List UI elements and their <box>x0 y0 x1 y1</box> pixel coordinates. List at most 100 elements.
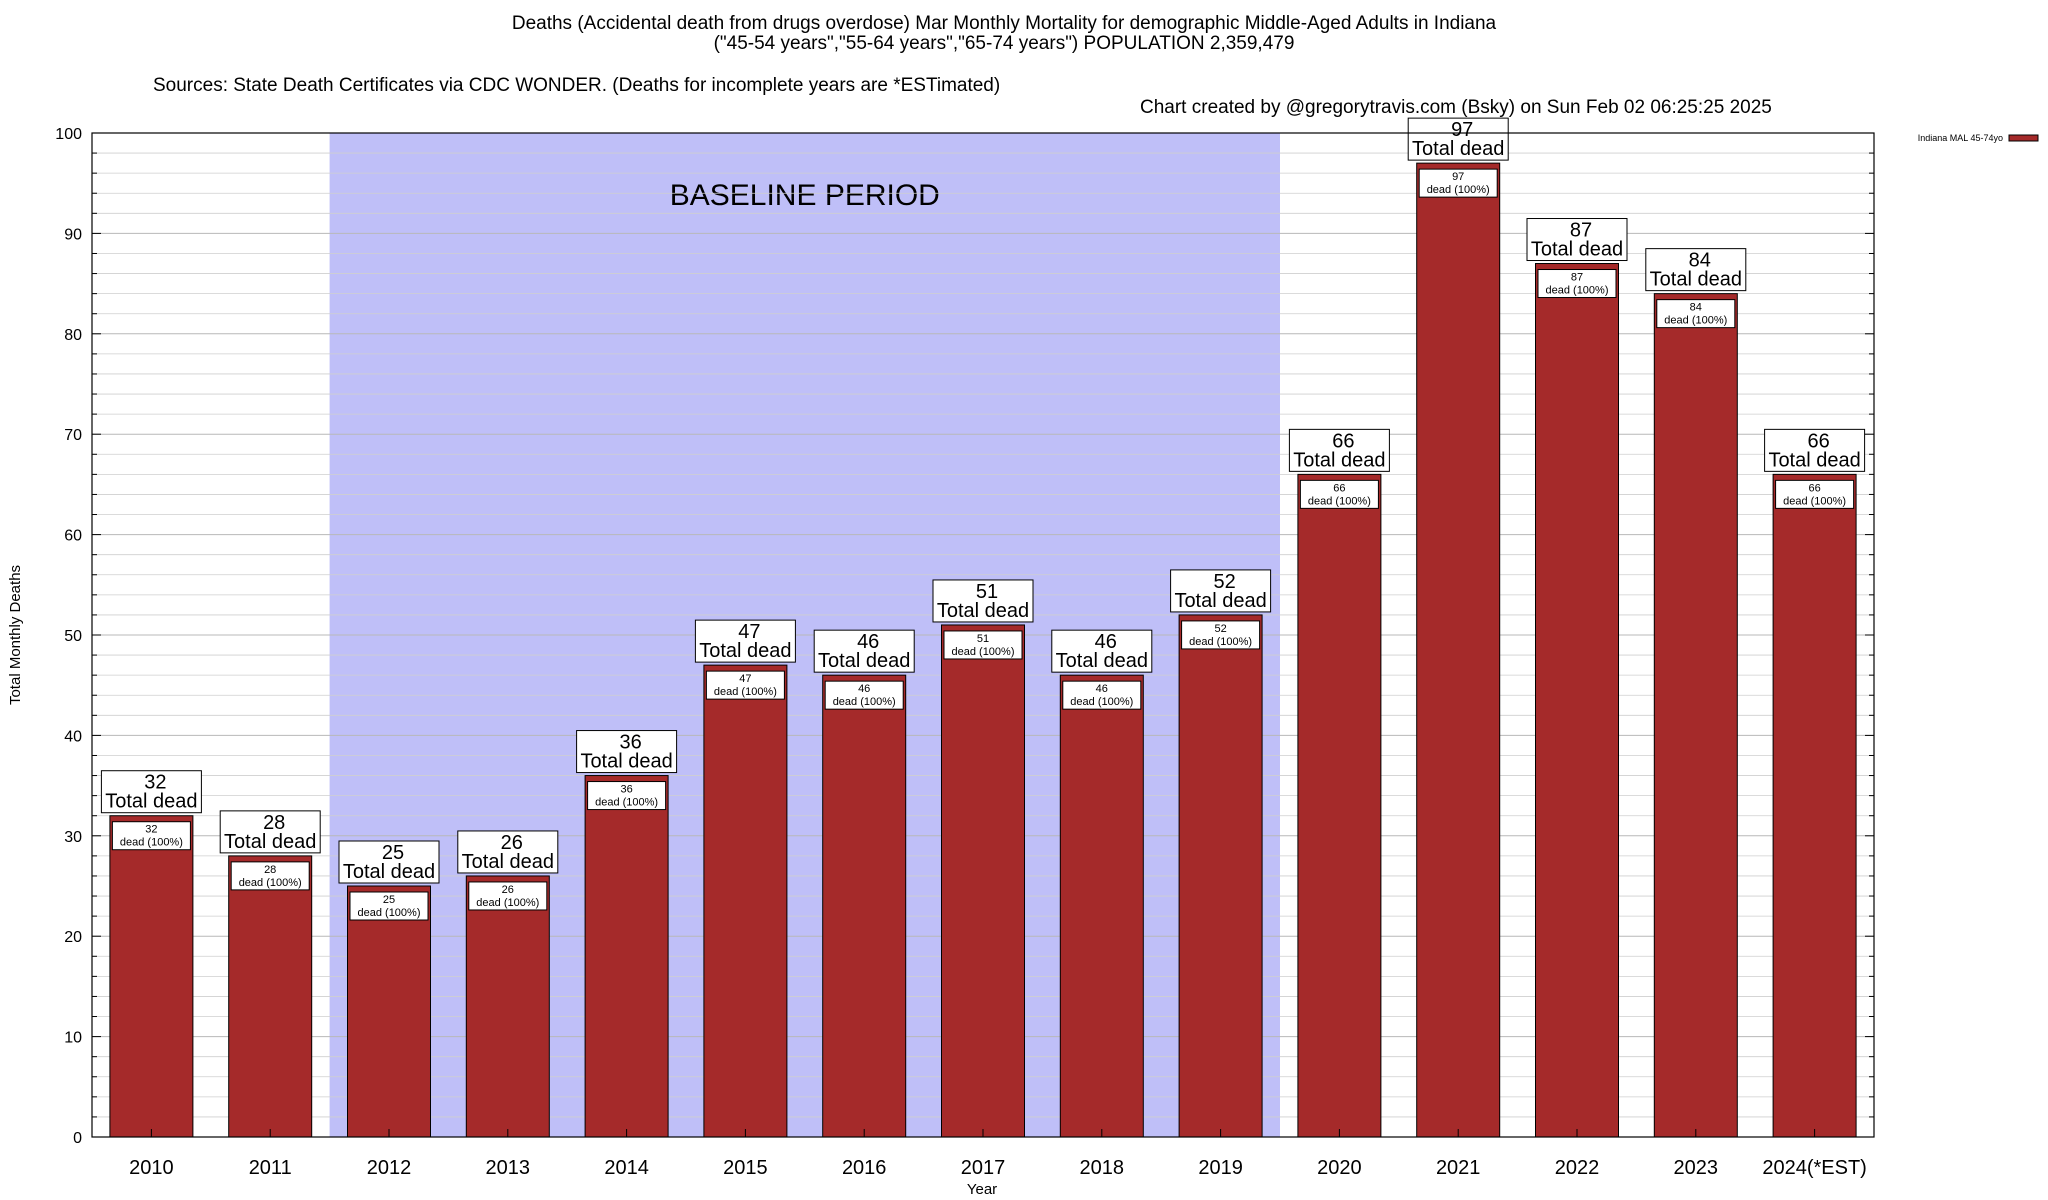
bar-inner-value: 52 <box>1214 623 1226 635</box>
x-tick-label: 2016 <box>842 1157 887 1179</box>
bar-inner-label: dead (100%) <box>239 877 302 889</box>
bar-top-label-box <box>694 619 796 663</box>
bar <box>1535 263 1619 1138</box>
sources-text: Sources: State Death Certificates via CD… <box>153 75 1001 96</box>
bar-inner-value: 87 <box>1571 272 1583 284</box>
bar-top-label: Total dead <box>343 861 435 883</box>
bar-top-value: 28 <box>263 812 285 834</box>
x-tick-label: 2011 <box>249 1157 292 1179</box>
bar-top-label: Total dead <box>1531 239 1623 261</box>
bar-inner-label-box <box>1775 479 1855 509</box>
bar-inner-label: dead (100%) <box>1546 285 1609 297</box>
bar-inner-label-box <box>1299 479 1379 509</box>
y-tick-label: 70 <box>64 427 82 444</box>
bar-inner-label-box <box>1537 269 1617 299</box>
bar-top-label: Total dead <box>937 600 1029 622</box>
bar-top-label: Total dead <box>462 851 554 873</box>
y-tick-label: 50 <box>64 628 82 645</box>
bar-inner-label: dead (100%) <box>833 696 896 708</box>
bar-inner-label-box <box>1062 680 1142 710</box>
bar-top-label: Total dead <box>105 791 197 813</box>
bar <box>1178 614 1263 1138</box>
bar-top-value: 46 <box>857 631 879 653</box>
bar-top-value: 66 <box>1807 430 1829 452</box>
x-tick-label: 2020 <box>1317 1157 1362 1179</box>
x-tick-label: 2023 <box>1674 1157 1719 1179</box>
bar-inner-value: 46 <box>858 683 870 695</box>
bar-inner-label-box <box>705 670 785 700</box>
x-tick-label: 2012 <box>367 1157 412 1179</box>
bar-inner-label-box <box>587 781 667 811</box>
source-line: Sources: State Death Certificates via CD… <box>0 53 2048 119</box>
bar-top-label: Total dead <box>699 640 791 662</box>
y-tick-label: 0 <box>73 1130 82 1147</box>
y-axis-label: Total Monthly Deaths <box>7 565 24 705</box>
bar-inner-label: dead (100%) <box>1427 184 1490 196</box>
bar-inner-label-box <box>1656 299 1736 329</box>
bar-top-label: Total dead <box>1056 650 1148 672</box>
credit-text: Chart created by @gregorytravis.com (Bsk… <box>1140 97 1772 118</box>
bar-inner-label: dead (100%) <box>120 837 183 849</box>
bar <box>109 815 194 1138</box>
bar-inner-value: 84 <box>1690 302 1702 314</box>
bar-top-label: Total dead <box>1768 449 1860 471</box>
bar <box>584 775 669 1138</box>
bar-top-value: 36 <box>619 732 641 754</box>
bar-inner-label: dead (100%) <box>1189 636 1252 648</box>
x-tick-label: 2018 <box>1080 1157 1125 1179</box>
x-tick-label: 2021 <box>1436 1157 1481 1179</box>
bar-inner-value: 36 <box>620 784 632 796</box>
y-tick-label: 20 <box>64 929 82 946</box>
x-tick-label: 2019 <box>1198 1157 1243 1179</box>
x-tick-label: 2010 <box>129 1157 174 1179</box>
bar-top-label: Total dead <box>1412 138 1504 160</box>
bar-inner-label: dead (100%) <box>476 897 539 909</box>
bar-inner-label-box <box>824 680 904 710</box>
x-tick-label: 2022 <box>1555 1157 1600 1179</box>
bar-inner-label: dead (100%) <box>1070 696 1133 708</box>
bar-inner-value: 32 <box>145 824 157 836</box>
bar-top-label: Total dead <box>580 751 672 773</box>
bar <box>941 624 1025 1138</box>
bar-inner-label: dead (100%) <box>1308 495 1371 507</box>
plot-frame <box>91 132 1875 1138</box>
legend-swatch <box>2008 134 2039 142</box>
bar <box>465 875 550 1138</box>
bar-top-value: 84 <box>1689 250 1711 272</box>
bar-inner-label-box <box>1181 620 1261 650</box>
bar-top-label-box <box>1645 248 1747 292</box>
bar <box>822 674 907 1138</box>
bar-inner-value: 28 <box>264 864 276 876</box>
y-tick-label: 30 <box>64 829 82 846</box>
bar-top-value: 47 <box>738 621 760 643</box>
bar-top-label: Total dead <box>224 831 316 853</box>
bar-top-label-box <box>219 810 321 854</box>
bar <box>1416 162 1501 1138</box>
bar-top-label: Total dead <box>1293 449 1385 471</box>
bar-top-label-box <box>1288 428 1390 472</box>
bar-top-label-box <box>100 770 202 814</box>
bar-inner-value: 66 <box>1808 482 1820 494</box>
bar-inner-value: 46 <box>1096 683 1108 695</box>
y-tick-label: 40 <box>64 728 82 745</box>
bar <box>1297 473 1382 1138</box>
bar-inner-label: dead (100%) <box>595 797 658 809</box>
x-tick-label: 2015 <box>723 1157 768 1179</box>
bar-top-value: 97 <box>1451 119 1473 141</box>
y-tick-label: 100 <box>55 126 82 143</box>
bar-top-value: 25 <box>382 842 404 864</box>
bar-top-label-box <box>576 730 678 774</box>
x-tick-label: 2024(*EST) <box>1762 1157 1867 1179</box>
bar-inner-label-box <box>111 821 191 851</box>
bar-top-label: Total dead <box>818 650 910 672</box>
x-tick-label: 2014 <box>604 1157 649 1179</box>
bar-inner-label-box <box>943 630 1023 660</box>
bar-top-value: 26 <box>501 832 523 854</box>
bar-inner-label: dead (100%) <box>714 686 777 698</box>
bar-inner-label: dead (100%) <box>1664 315 1727 327</box>
bar-top-value: 46 <box>1095 631 1117 653</box>
chart-subtitle: ("45-54 years","55-64 years","65-74 year… <box>713 33 1295 54</box>
x-axis-label: Year <box>967 1181 997 1198</box>
